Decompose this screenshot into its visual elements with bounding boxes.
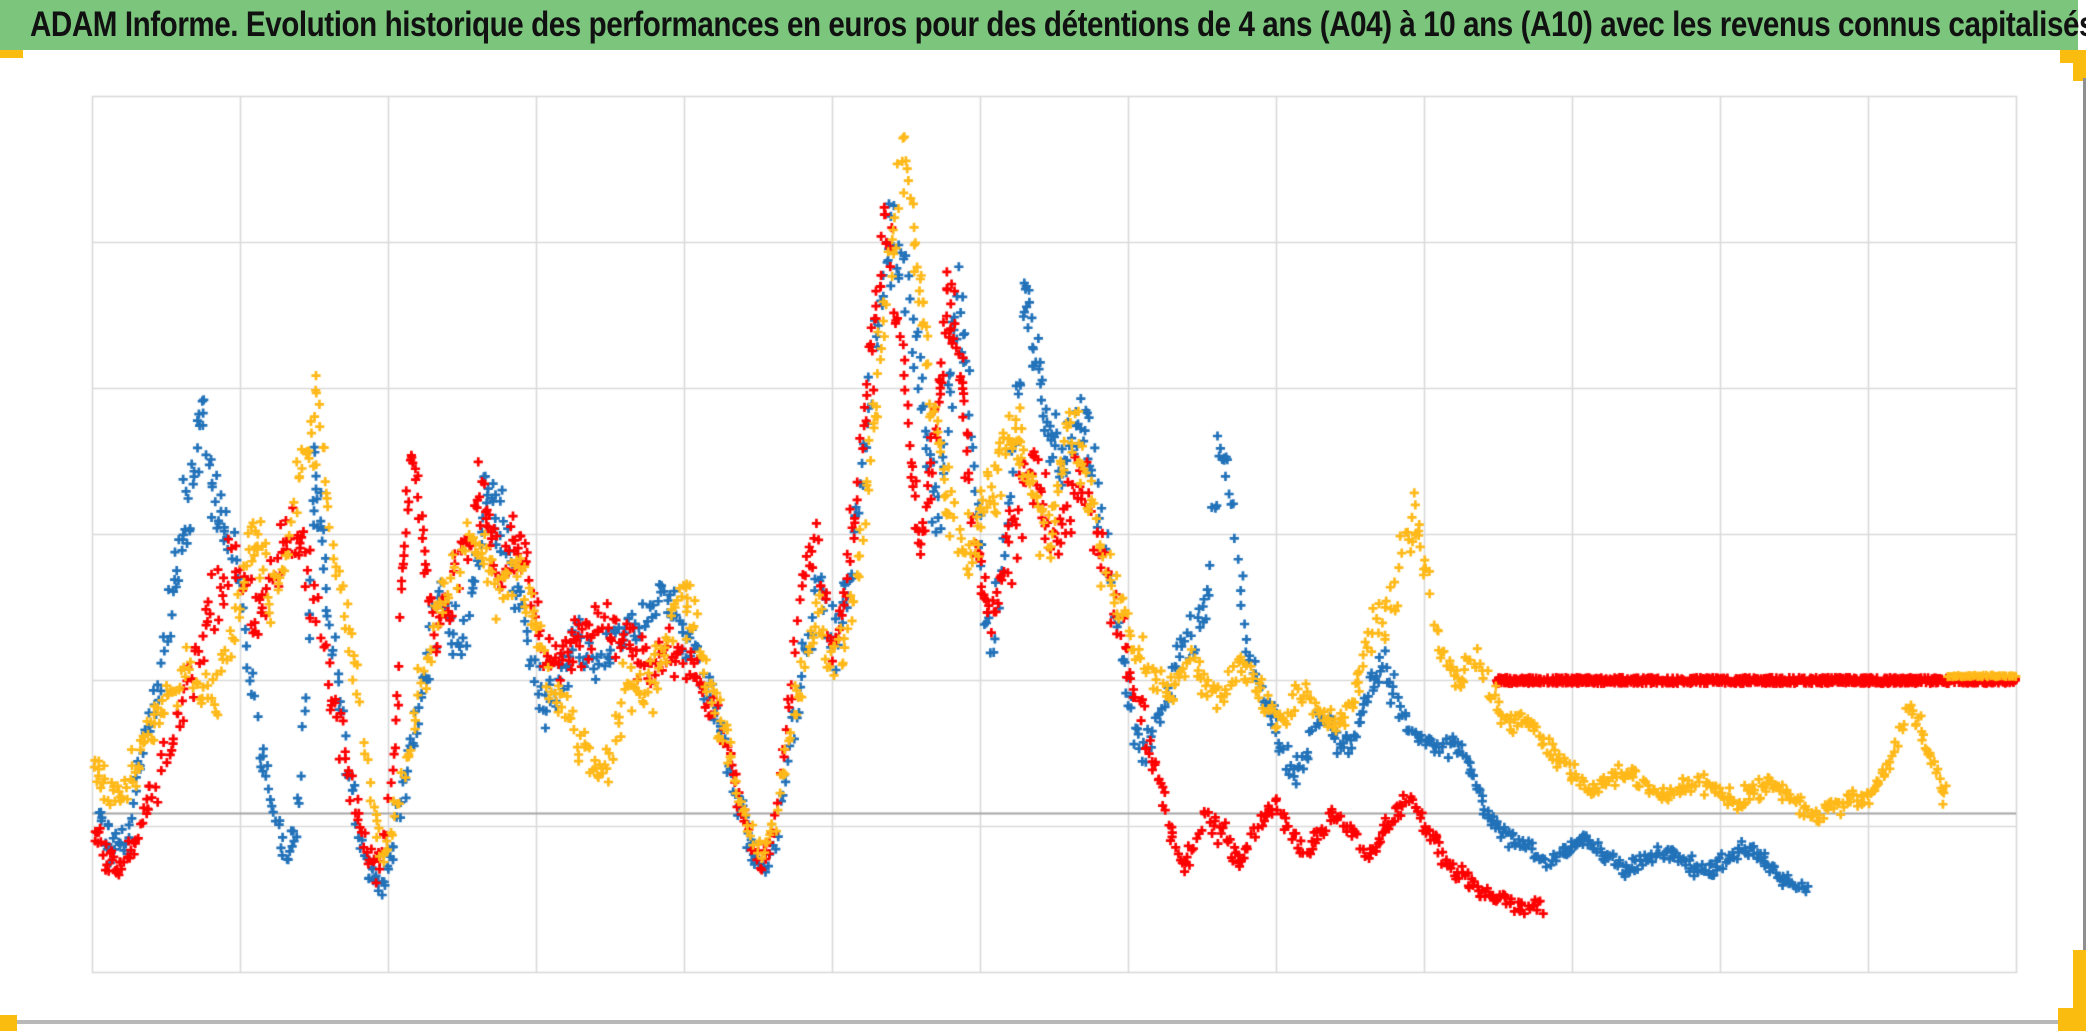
performance-scatter-chart [0, 0, 2086, 1031]
